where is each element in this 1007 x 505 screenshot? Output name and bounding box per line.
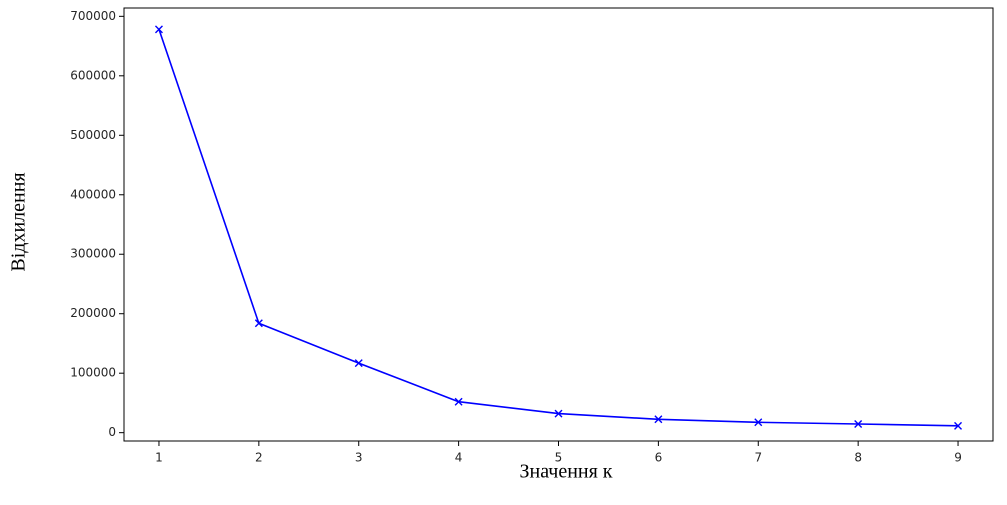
plot-area [123,7,994,442]
plot-frame [123,7,994,442]
y-axis: 0 100000 200000 300000 400000 500000 600000 700… [70,9,124,439]
x-tick-label: 5 [555,451,563,465]
data-point-marker [254,319,263,328]
x-tick-label: 1 [155,451,163,465]
x-tick-label: 3 [355,451,363,465]
x-axis-title: Значення к [519,461,612,483]
y-axis-title: Відхилення [8,172,30,271]
data-point-marker [754,418,763,427]
data-point-marker [654,415,663,424]
data-point-marker [154,25,163,34]
x-tick-label: 4 [455,451,463,465]
series-layer [154,25,963,430]
x-tick-label: 6 [655,451,663,465]
x-tick-label: 2 [255,451,263,465]
y-tick-label: 0 [108,425,116,439]
data-point-marker [854,420,863,429]
series-line [158,29,959,427]
y-tick-label: 300000 [70,247,116,261]
data-point-marker [554,409,563,418]
x-tick-label: 7 [754,451,762,465]
x-tick-label: 8 [854,451,862,465]
y-tick-label: 500000 [70,128,116,142]
y-tick-label: 600000 [70,68,116,82]
y-tick-label: 100000 [70,366,116,380]
x-axis: 1 2 3 4 5 6 7 8 9 [155,441,962,465]
data-point-marker [354,359,363,368]
x-tick-label: 9 [954,451,962,465]
data-point-marker [954,421,963,430]
y-tick-label: 200000 [70,306,116,320]
y-tick-label: 700000 [70,9,116,23]
y-tick-label: 400000 [70,187,116,201]
data-point-marker [454,397,463,406]
